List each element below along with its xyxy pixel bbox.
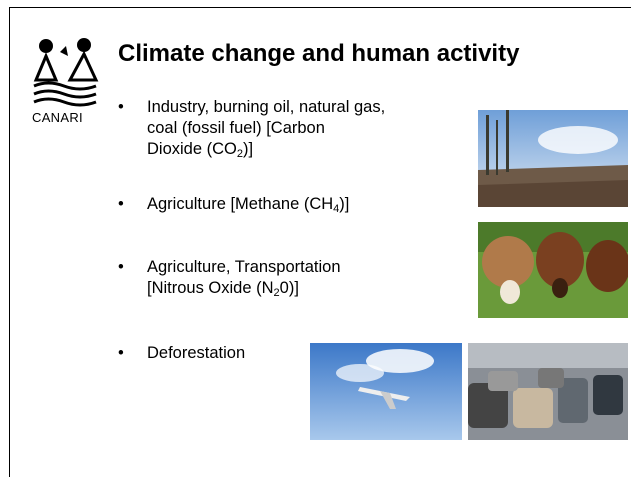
photo-traffic: [468, 343, 628, 440]
photo-plane: [310, 343, 462, 440]
subscript: 4: [333, 203, 340, 215]
text: )]: [242, 140, 254, 158]
text-line: coal (fossil fuel) [Carbon: [147, 118, 385, 139]
text: Deforestation: [147, 344, 246, 362]
slide-title: Climate change and human activity: [118, 40, 520, 67]
text-line: Deforestation: [147, 343, 245, 364]
text-line: Agriculture [Methane (CH4)]: [147, 194, 349, 215]
text-line: Dioxide (CO2)]: [147, 139, 385, 160]
text: Agriculture, Transportation: [147, 258, 341, 276]
text: coal (fossil fuel) [Carbon: [147, 119, 325, 137]
text: 0)]: [279, 279, 299, 297]
subscript: 2: [236, 148, 243, 160]
logo-text: CANARI: [32, 110, 83, 125]
text-line: Agriculture, Transportation: [147, 257, 341, 278]
bullet-dot: •: [118, 195, 124, 213]
bullet-dot: •: [118, 344, 124, 362]
bullet-text: Agriculture [Methane (CH4)]: [147, 194, 349, 215]
frame-line: [9, 7, 10, 477]
text: )]: [339, 195, 350, 213]
bullet-text: Industry, burning oil, natural gas, coal …: [147, 97, 385, 160]
text: Dioxide (CO: [147, 140, 237, 158]
bullet-text: Agriculture, Transportation [Nitrous Oxid…: [147, 257, 341, 299]
bullet-text: Deforestation: [147, 343, 245, 364]
text: Agriculture [Methane (CH: [147, 195, 334, 213]
bullet-dot: •: [118, 258, 124, 276]
text: Industry, burning oil, natural gas,: [147, 98, 386, 116]
logo-icon: [33, 38, 99, 107]
bullet-dot: •: [118, 98, 124, 116]
text-line: [Nitrous Oxide (N20)]: [147, 278, 341, 299]
photo-cows: [478, 222, 628, 318]
text-line: Industry, burning oil, natural gas,: [147, 97, 385, 118]
subscript: 2: [273, 287, 280, 299]
photo-field: [478, 110, 628, 207]
frame-line: [9, 7, 631, 8]
text: [Nitrous Oxide (N: [147, 279, 274, 297]
